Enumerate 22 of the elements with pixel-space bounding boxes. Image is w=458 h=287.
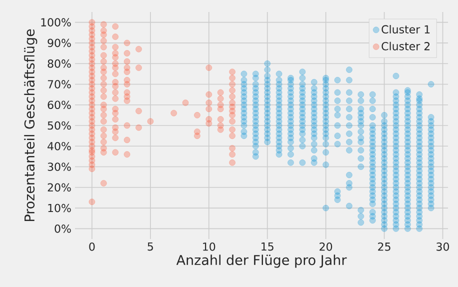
- legend-label: Cluster 2: [382, 42, 430, 50]
- y-tick-label: 70%: [48, 80, 71, 88]
- y-tick-label: 0%: [54, 224, 71, 233]
- x-tick-label: 0: [89, 242, 95, 251]
- y-tick-label: 80%: [48, 59, 71, 68]
- y-tick-label: 90%: [48, 38, 71, 48]
- y-tick-label: 20%: [48, 183, 71, 192]
- y-tick-label: 10%: [48, 204, 71, 212]
- x-tick-label: 20: [320, 242, 332, 251]
- x-axis-title: Anzahl der Flüge pro Jahr: [176, 254, 347, 268]
- x-tick-label: 10: [203, 242, 216, 251]
- x-tick-label: 15: [262, 242, 274, 251]
- legend-label: Cluster 1: [382, 25, 430, 34]
- y-tick-label: 30%: [48, 162, 71, 171]
- y-tick-label: 100%: [41, 18, 71, 26]
- x-tick-label: 25: [378, 242, 390, 251]
- x-tick-label: 30: [436, 242, 450, 251]
- y-axis-title: Prozentanteil Geschäftsflüge: [24, 29, 38, 222]
- y-tick-label: 50%: [48, 121, 71, 130]
- y-tick-label: 40%: [48, 142, 71, 150]
- y-tick-label: 60%: [48, 100, 71, 110]
- x-tick-label: 5: [148, 242, 153, 251]
